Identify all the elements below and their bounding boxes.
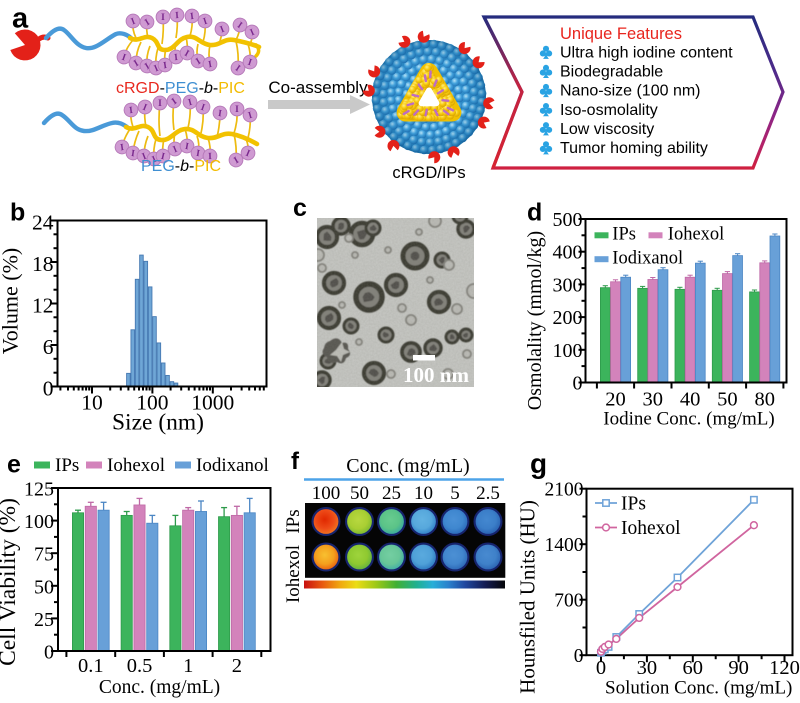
svg-text:2100: 2100 [545,480,584,501]
svg-text:120: 120 [769,657,800,679]
svg-text:cRGD-PEG-b-PIC: cRGD-PEG-b-PIC [116,80,245,97]
svg-text:c: c [293,194,307,222]
svg-text:300: 300 [553,274,583,296]
svg-text:10: 10 [414,483,433,504]
svg-text:24: 24 [32,211,54,235]
svg-text:25: 25 [382,483,401,504]
svg-text:IPs: IPs [55,455,79,476]
svg-text:g: g [530,448,547,479]
svg-text:20: 20 [605,389,626,411]
svg-text:0: 0 [596,657,606,679]
svg-text:IPs: IPs [621,494,646,515]
svg-text:Solution Conc. (mg/mL): Solution Conc. (mg/mL) [605,678,792,699]
svg-text:Iohexol: Iohexol [621,518,681,539]
svg-text:25: 25 [34,609,54,631]
svg-text:Iodixanol: Iodixanol [196,455,269,476]
svg-text:125: 125 [24,479,54,501]
svg-text:Nano-size (100 nm): Nano-size (100 nm) [560,83,701,100]
svg-text:0: 0 [43,377,54,401]
svg-text:e: e [7,451,21,479]
svg-text:IPs: IPs [283,509,304,533]
svg-text:Co-assembly: Co-assembly [268,78,368,97]
svg-text:0.1: 0.1 [78,655,104,677]
svg-text:90: 90 [728,657,749,679]
svg-text:12: 12 [32,294,54,318]
svg-text:1000: 1000 [191,391,234,415]
svg-text:Low viscosity: Low viscosity [560,121,654,138]
svg-text:Size (nm): Size (nm) [112,410,204,436]
svg-text:Ultra high iodine content: Ultra high iodine content [560,45,733,62]
svg-text:1: 1 [183,655,193,677]
svg-text:500: 500 [553,209,583,231]
svg-text:Tumor homing ability: Tumor homing ability [560,140,708,157]
svg-text:6: 6 [43,335,54,359]
svg-text:Iohexol: Iohexol [668,225,725,245]
svg-text:cRGD/IPs: cRGD/IPs [392,164,465,182]
svg-text:100: 100 [553,340,583,362]
svg-text:5: 5 [450,483,460,504]
svg-text:Conc. (mg/mL): Conc. (mg/mL) [99,677,220,698]
svg-text:Conc. (mg/mL): Conc. (mg/mL) [346,455,469,477]
svg-text:IPs: IPs [612,225,636,245]
svg-text:Cell Viability (%): Cell Viability (%) [0,498,21,666]
svg-text:100 nm: 100 nm [403,363,469,387]
svg-text:Iodine Conc. (mg/mL): Iodine Conc. (mg/mL) [603,409,775,430]
svg-text:100: 100 [136,391,168,415]
svg-text:2.5: 2.5 [476,483,500,504]
svg-text:0: 0 [574,646,584,667]
svg-text:400: 400 [553,242,583,264]
svg-text:0: 0 [44,642,54,664]
svg-text:50: 50 [717,389,738,411]
svg-text:75: 75 [34,544,54,566]
svg-text:2: 2 [232,655,242,677]
svg-text:50: 50 [34,576,54,598]
svg-text:100: 100 [312,483,341,504]
svg-text:0: 0 [573,373,583,395]
svg-text:1400: 1400 [545,535,584,556]
svg-text:Unique Features: Unique Features [560,25,682,43]
svg-text:Biodegradable: Biodegradable [560,64,663,81]
svg-text:d: d [527,199,542,227]
svg-text:10: 10 [81,391,103,415]
svg-text:f: f [291,448,300,475]
svg-text:Iohexol: Iohexol [107,455,165,476]
svg-text:a: a [12,3,29,35]
svg-text:40: 40 [680,389,701,411]
svg-text:0.5: 0.5 [127,655,153,677]
svg-text:Hounsfiled Units (HU): Hounsfiled Units (HU) [516,500,540,694]
svg-text:Iohexol: Iohexol [283,545,304,603]
svg-text:Iodixanol: Iodixanol [612,249,683,269]
svg-text:PEG-b-PIC: PEG-b-PIC [141,158,221,175]
svg-text:b: b [10,199,25,227]
svg-text:60: 60 [683,657,704,679]
svg-text:700: 700 [554,591,583,612]
svg-text:Osmolality (mmol/kg): Osmolality (mmol/kg) [524,231,546,410]
svg-text:Iso-osmolality: Iso-osmolality [560,102,658,119]
svg-text:50: 50 [350,483,369,504]
svg-text:30: 30 [643,389,664,411]
svg-text:30: 30 [637,657,658,679]
svg-text:200: 200 [553,307,583,329]
svg-text:100: 100 [24,511,54,533]
svg-text:Volume (%): Volume (%) [0,248,23,355]
svg-text:18: 18 [32,252,54,276]
svg-text:80: 80 [754,389,775,411]
